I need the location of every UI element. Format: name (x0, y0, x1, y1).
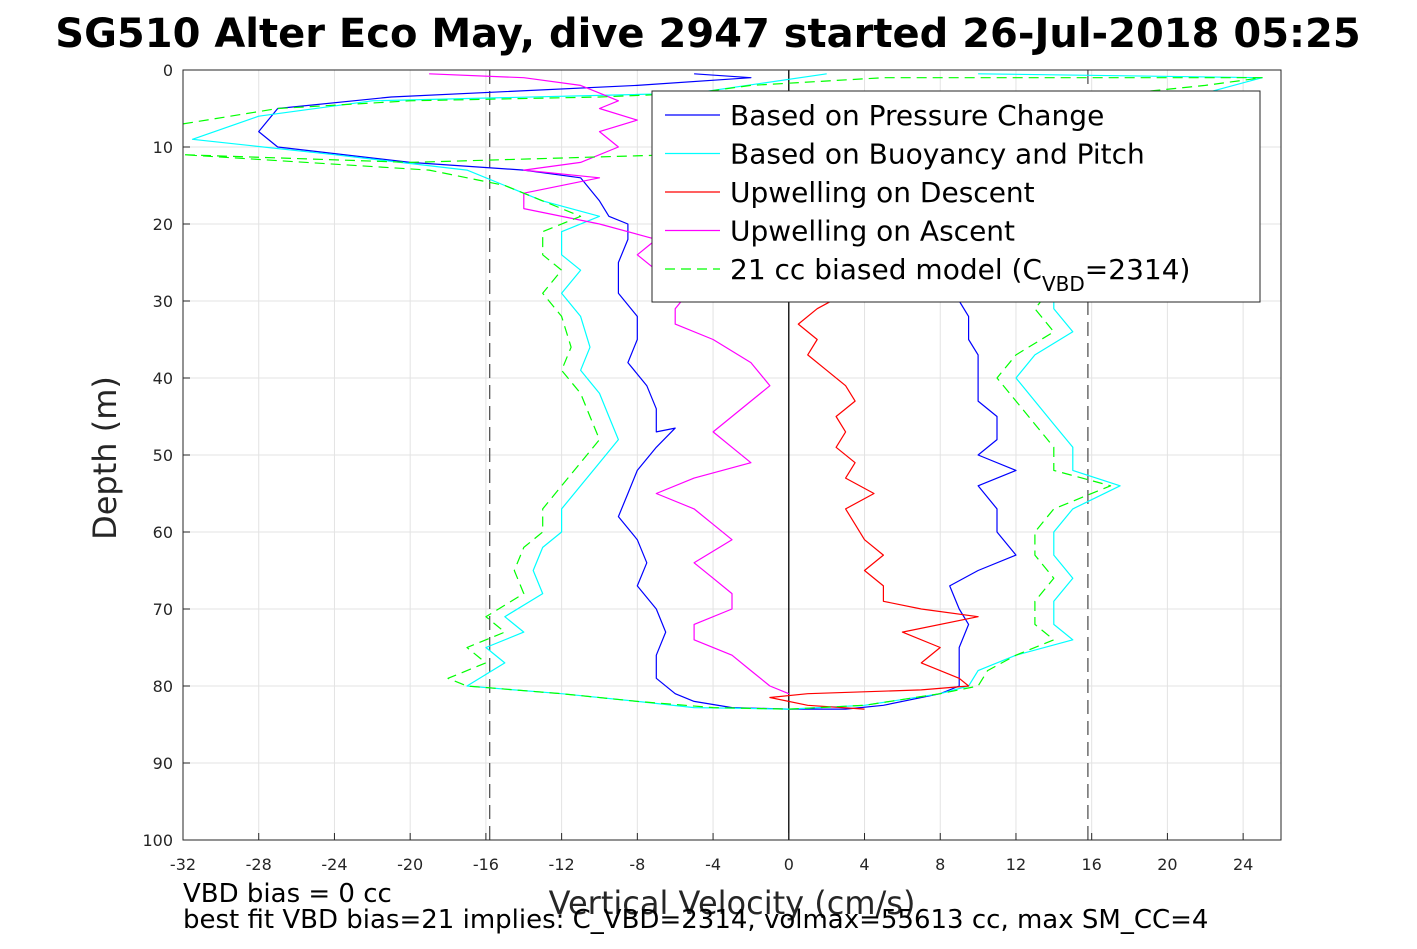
x-tick-label: -8 (629, 855, 645, 874)
x-tick-label: 0 (784, 855, 794, 874)
x-tick-label: 24 (1233, 855, 1253, 874)
y-tick-label: 40 (153, 369, 173, 388)
x-tick-label: -16 (473, 855, 499, 874)
series-line-2 (769, 292, 979, 710)
legend-label-1: Based on Buoyancy and Pitch (730, 138, 1145, 171)
series-line-4 (182, 77, 1263, 710)
y-axis-label: Depth (m) (86, 376, 124, 540)
x-tick-label: -4 (705, 855, 721, 874)
footer-line-2: best fit VBD bias=21 implies: C_VBD=2314… (183, 905, 1208, 935)
x-tick-label: 16 (1082, 855, 1102, 874)
series-line-0 (258, 73, 1017, 710)
x-tick-label: -32 (170, 855, 196, 874)
y-tick-label: 90 (153, 754, 173, 773)
series-line-3 (429, 73, 790, 695)
legend-label-0: Based on Pressure Change (730, 99, 1104, 132)
footer-line-1: VBD bias = 0 cc (183, 879, 392, 909)
x-tick-label: -24 (321, 855, 347, 874)
y-tick-label: 30 (153, 292, 173, 311)
x-tick-labels: -32 -28 -24 -20 -16 -12 -8 -4 0 4 8 12 16 20 24 (170, 833, 1253, 874)
y-tick-labels: 0 10 20 30 40 50 60 70 80 90 100 (142, 61, 190, 850)
x-tick-label: 8 (935, 855, 945, 874)
x-tick-label: -12 (549, 855, 575, 874)
chart-title: SG510 Alter Eco May, dive 2947 started 2… (55, 11, 1360, 57)
x-tick-label: 12 (1006, 855, 1026, 874)
x-tick-label: -20 (397, 855, 423, 874)
legend-label-2: Upwelling on Descent (730, 176, 1035, 209)
y-tick-label: 0 (163, 61, 173, 80)
x-tick-label: 20 (1157, 855, 1177, 874)
y-tick-label: 100 (142, 831, 173, 850)
y-tick-label: 80 (153, 677, 173, 696)
y-tick-label: 60 (153, 523, 173, 542)
y-tick-label: 20 (153, 215, 173, 234)
y-tick-label: 70 (153, 600, 173, 619)
y-tick-label: 10 (153, 138, 173, 157)
legend-box (651, 90, 1261, 303)
x-tick-label: 4 (859, 855, 869, 874)
x-tick-label: -28 (246, 855, 272, 874)
y-tick-label: 50 (153, 446, 173, 465)
legend: Based on Pressure Change Based on Buoyanc… (651, 90, 1261, 303)
series-lines (182, 73, 1263, 710)
legend-label-3: Upwelling on Ascent (730, 215, 1015, 248)
x-axis-label: Vertical Velocity (cm/s) (549, 884, 916, 922)
